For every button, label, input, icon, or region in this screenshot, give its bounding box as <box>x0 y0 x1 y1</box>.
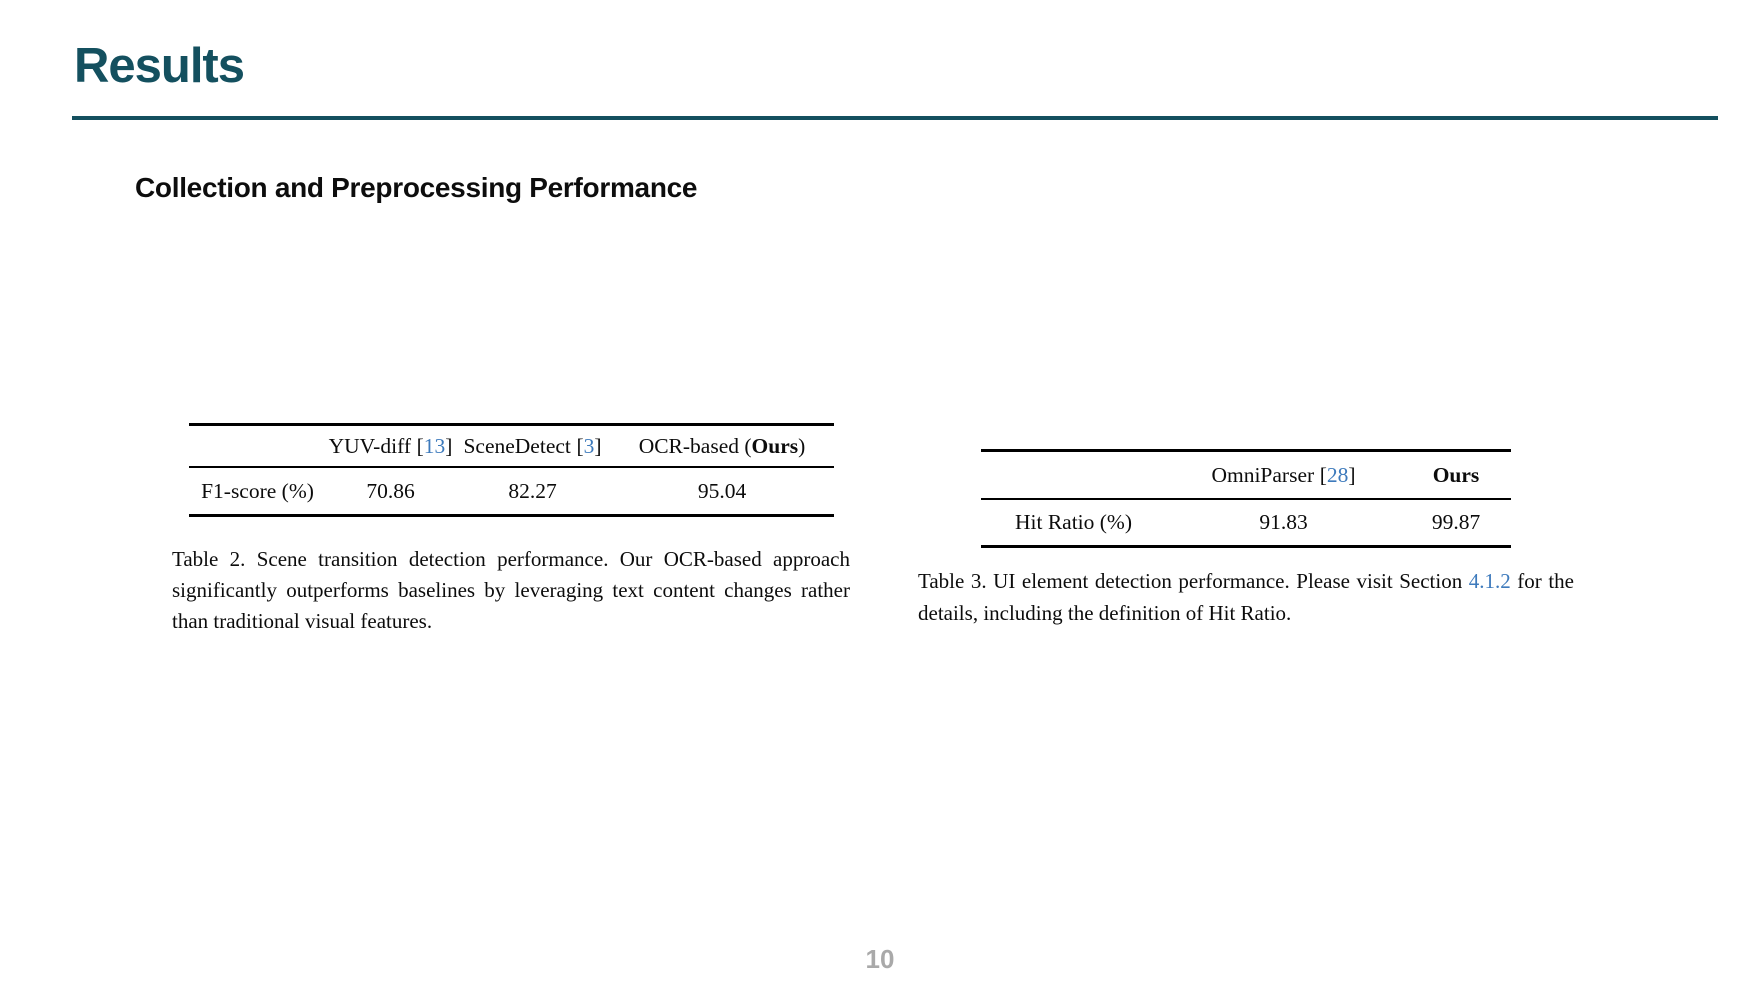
table3-data-row: Hit Ratio (%) 91.83 99.87 <box>981 499 1511 547</box>
f1-ours-value: 95.04 <box>697 478 747 503</box>
table2-figure: YUV-diff [13] SceneDetect [3] OCR-based (O… <box>172 423 850 637</box>
table3-ui-element-detection: OmniParser [28] Ours Hit Ratio (%) 91.83 … <box>981 449 1511 548</box>
column-label: YUV-diff <box>328 433 411 458</box>
row-label-f1-score: F1-score (%) <box>201 478 314 503</box>
table3-header-row: OmniParser [28] Ours <box>981 450 1511 500</box>
f1-yuv-diff-value: 70.86 <box>366 478 415 503</box>
table2-col-scenedetect: SceneDetect [3] <box>455 425 611 468</box>
table3-col-ours: Ours <box>1401 451 1511 500</box>
page-title: Results <box>74 39 245 93</box>
column-label: OmniParser <box>1211 462 1315 487</box>
citation-bracket: ] <box>594 433 602 458</box>
title-divider <box>72 116 1718 120</box>
row-label-hit-ratio: Hit Ratio (%) <box>1014 510 1133 534</box>
citation-bracket: ] <box>1348 462 1356 487</box>
table2-data-row: F1-score (%) 70.86 82.27 95.04 <box>188 467 834 516</box>
table2-scene-transition: YUV-diff [13] SceneDetect [3] OCR-based (O… <box>188 423 834 517</box>
hit-ratio-ours-value: 99.87 <box>1431 510 1481 534</box>
citation-bracket: [ <box>1319 462 1327 487</box>
page-number: 10 <box>865 944 895 974</box>
citation-bracket: [ <box>576 433 584 458</box>
column-label: OCR-based ( <box>638 433 752 458</box>
table2-header-row: YUV-diff [13] SceneDetect [3] OCR-based (O… <box>188 424 834 468</box>
section-subtitle: Collection and Preprocessing Performance <box>135 172 698 203</box>
citation-bracket: ] <box>445 433 453 458</box>
section-4-1-2-link[interactable]: 4.1.2 <box>1468 569 1511 593</box>
citation-13-link[interactable]: 13 <box>423 433 446 458</box>
column-label: SceneDetect <box>463 433 571 458</box>
column-label: ) <box>798 433 806 458</box>
caption-text: Table 3. UI element detection performanc… <box>918 569 1469 593</box>
citation-28-link[interactable]: 28 <box>1326 462 1349 487</box>
citation-3-link[interactable]: 3 <box>583 433 595 458</box>
caption-text: for the details, including the definitio… <box>918 569 1574 625</box>
ours-label: Ours <box>751 433 799 458</box>
table3-figure: OmniParser [28] Ours Hit Ratio (%) 91.83 … <box>918 449 1574 629</box>
table3-caption: Table 3. UI element detection performanc… <box>918 565 1574 629</box>
table2-caption: Table 2. Scene transition detection perf… <box>172 547 850 633</box>
f1-scenedetect-value: 82.27 <box>508 478 557 503</box>
table2-corner-cell <box>189 425 327 468</box>
citation-bracket: [ <box>416 433 424 458</box>
table3-col-omniparser: OmniParser [28] <box>1166 451 1401 500</box>
table3-corner-cell <box>981 451 1166 500</box>
table2-col-ocr-based-ours: OCR-based (Ours) <box>611 425 834 468</box>
ours-label: Ours <box>1432 462 1480 487</box>
table2-col-yuv-diff: YUV-diff [13] <box>327 425 455 468</box>
hit-ratio-omniparser-value: 91.83 <box>1259 510 1308 534</box>
